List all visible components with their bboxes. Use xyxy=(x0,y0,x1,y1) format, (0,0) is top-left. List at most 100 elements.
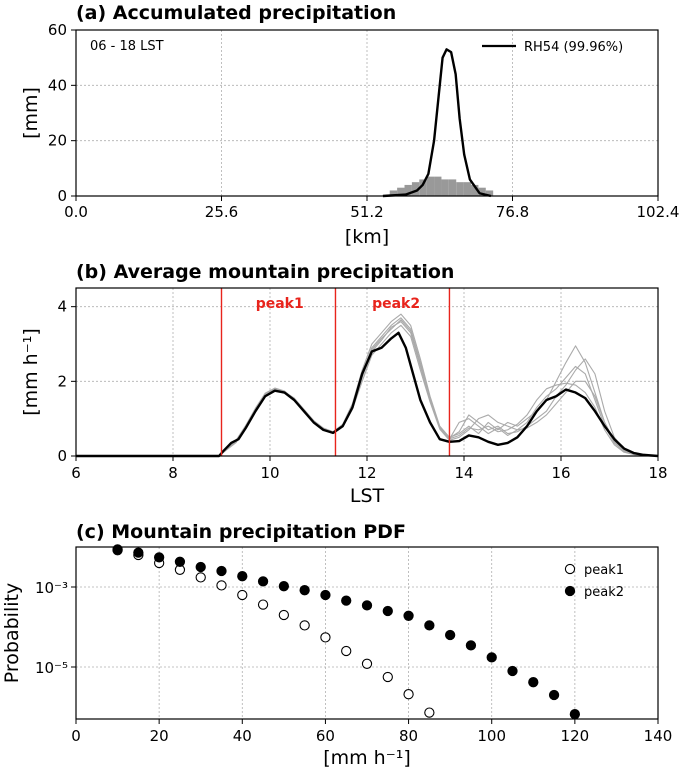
data-point-peak1 xyxy=(403,689,414,700)
legend-label-rh54: RH54 (99.96%) xyxy=(524,40,623,55)
data-point-peak2 xyxy=(299,585,310,596)
panel-c-legend: peak1 peak2 xyxy=(564,563,624,600)
legend-marker-peak2 xyxy=(564,585,576,597)
data-point-peak2 xyxy=(507,665,518,677)
data-point-peak1 xyxy=(382,671,393,683)
panel-c-frame xyxy=(75,546,659,720)
data-point-peak2 xyxy=(112,544,123,555)
panel-a-xlabel: [km] xyxy=(345,226,389,248)
data-point-peak1 xyxy=(361,658,373,669)
histogram-bar xyxy=(389,190,398,196)
legend-label-peak1: peak1 xyxy=(584,563,624,578)
histogram-bar xyxy=(419,179,427,196)
x-tick-label: 140 xyxy=(644,727,673,745)
data-point-peak1 xyxy=(216,580,227,591)
histogram-bar xyxy=(463,182,472,196)
data-point-peak2 xyxy=(548,689,560,701)
y-tick-label: 0 xyxy=(57,187,67,205)
panel-c-ylabel: Probability xyxy=(1,583,23,683)
data-point-peak2 xyxy=(257,576,269,587)
panel-mountain-precipitation-pdf: (c) Mountain precipitation PDF 0 20 40 60 80… xyxy=(1,521,672,769)
x-tick-label: 0.0 xyxy=(64,203,88,221)
panel-a-legend: RH54 (99.96%) xyxy=(482,40,623,55)
histogram-bar xyxy=(404,184,412,196)
data-point-peak2 xyxy=(486,652,497,663)
panel-b-ylabel: [mm h⁻¹] xyxy=(20,328,42,416)
series-line-rh54 xyxy=(382,48,492,198)
x-tick-label: 0 xyxy=(71,727,81,745)
y-tick-label: 20 xyxy=(48,132,67,150)
x-tick-label: 100 xyxy=(477,727,506,745)
histogram-bar xyxy=(478,187,486,196)
data-point-peak2 xyxy=(444,629,456,641)
y-tick-label: 2 xyxy=(57,372,67,390)
panel-accumulated-precipitation: (a) Accumulated precipitation 0.0 25.6 51.… xyxy=(20,2,679,248)
panel-b-xlabel: LST xyxy=(350,485,385,507)
x-tick-label: 8 xyxy=(168,464,178,482)
data-point-peak1 xyxy=(299,620,310,631)
x-tick-label: 51.2 xyxy=(350,203,383,221)
data-point-peak2 xyxy=(361,600,373,611)
data-point-peak1 xyxy=(257,599,269,610)
x-tick-label: 16 xyxy=(551,464,570,482)
data-point-peak2 xyxy=(195,561,206,573)
data-point-peak2 xyxy=(174,556,186,567)
x-tick-label: 102.4 xyxy=(637,203,680,221)
histogram-bar xyxy=(434,176,442,196)
series-line-rh54 xyxy=(76,331,659,458)
histogram-bar xyxy=(456,182,464,196)
data-point-peak1 xyxy=(424,707,435,718)
x-tick-label: 40 xyxy=(233,727,252,745)
panel-average-mountain-precipitation: (b) Average mountain precipitation peak1… xyxy=(20,261,668,507)
histogram-bar xyxy=(397,187,405,196)
y-tick-label: 10⁻³ xyxy=(35,579,68,597)
x-tick-label: 76.8 xyxy=(496,203,529,221)
x-tick-label: 120 xyxy=(561,727,590,745)
data-point-peak2 xyxy=(216,565,227,577)
x-tick-label: 80 xyxy=(399,727,418,745)
histogram-bar xyxy=(448,179,457,196)
x-tick-label: 10 xyxy=(260,464,279,482)
peak-label: peak2 xyxy=(372,296,420,312)
legend-marker-peak1 xyxy=(564,563,576,575)
ensemble-member-line xyxy=(76,319,659,457)
panel-c-title: (c) Mountain precipitation PDF xyxy=(76,521,406,543)
x-tick-label: 25.6 xyxy=(205,203,238,221)
data-point-peak2 xyxy=(237,571,248,582)
peak-label: peak1 xyxy=(256,296,304,312)
y-tick-label: 0 xyxy=(57,447,67,465)
histogram-bar xyxy=(485,190,494,196)
x-tick-label: 18 xyxy=(648,464,667,482)
data-point-peak2 xyxy=(133,547,144,558)
panel-b-title: (b) Average mountain precipitation xyxy=(76,261,454,283)
histogram-bar xyxy=(411,182,420,196)
panel-a-ylabel: [mm] xyxy=(20,87,42,139)
y-tick-label: 4 xyxy=(57,298,67,316)
histogram-bar xyxy=(426,176,435,196)
data-point-peak1 xyxy=(320,632,331,643)
data-point-peak1 xyxy=(278,609,290,621)
data-point-peak2 xyxy=(278,581,290,592)
y-tick-label: 60 xyxy=(48,21,67,39)
panel-a-annotation: 06 - 18 LST xyxy=(90,39,164,54)
x-tick-label: 14 xyxy=(454,464,473,482)
data-point-peak2 xyxy=(382,605,393,617)
panel-a-title: (a) Accumulated precipitation xyxy=(76,2,396,24)
data-point-peak2 xyxy=(341,595,352,606)
data-point-peak1 xyxy=(341,645,352,657)
data-point-peak1 xyxy=(237,589,248,601)
data-point-peak2 xyxy=(403,610,414,621)
data-point-peak2 xyxy=(569,709,581,720)
x-tick-label: 20 xyxy=(150,727,169,745)
y-tick-label: 40 xyxy=(48,76,67,94)
data-point-peak2 xyxy=(465,640,477,651)
panel-c-xlabel: [mm h⁻¹] xyxy=(323,747,411,769)
x-tick-label: 12 xyxy=(357,464,376,482)
data-point-peak2 xyxy=(320,589,331,601)
data-point-peak2 xyxy=(528,677,539,688)
x-tick-label: 60 xyxy=(316,727,335,745)
legend-label-peak2: peak2 xyxy=(584,585,624,600)
histogram-bar xyxy=(471,184,479,196)
x-tick-label: 6 xyxy=(71,464,81,482)
